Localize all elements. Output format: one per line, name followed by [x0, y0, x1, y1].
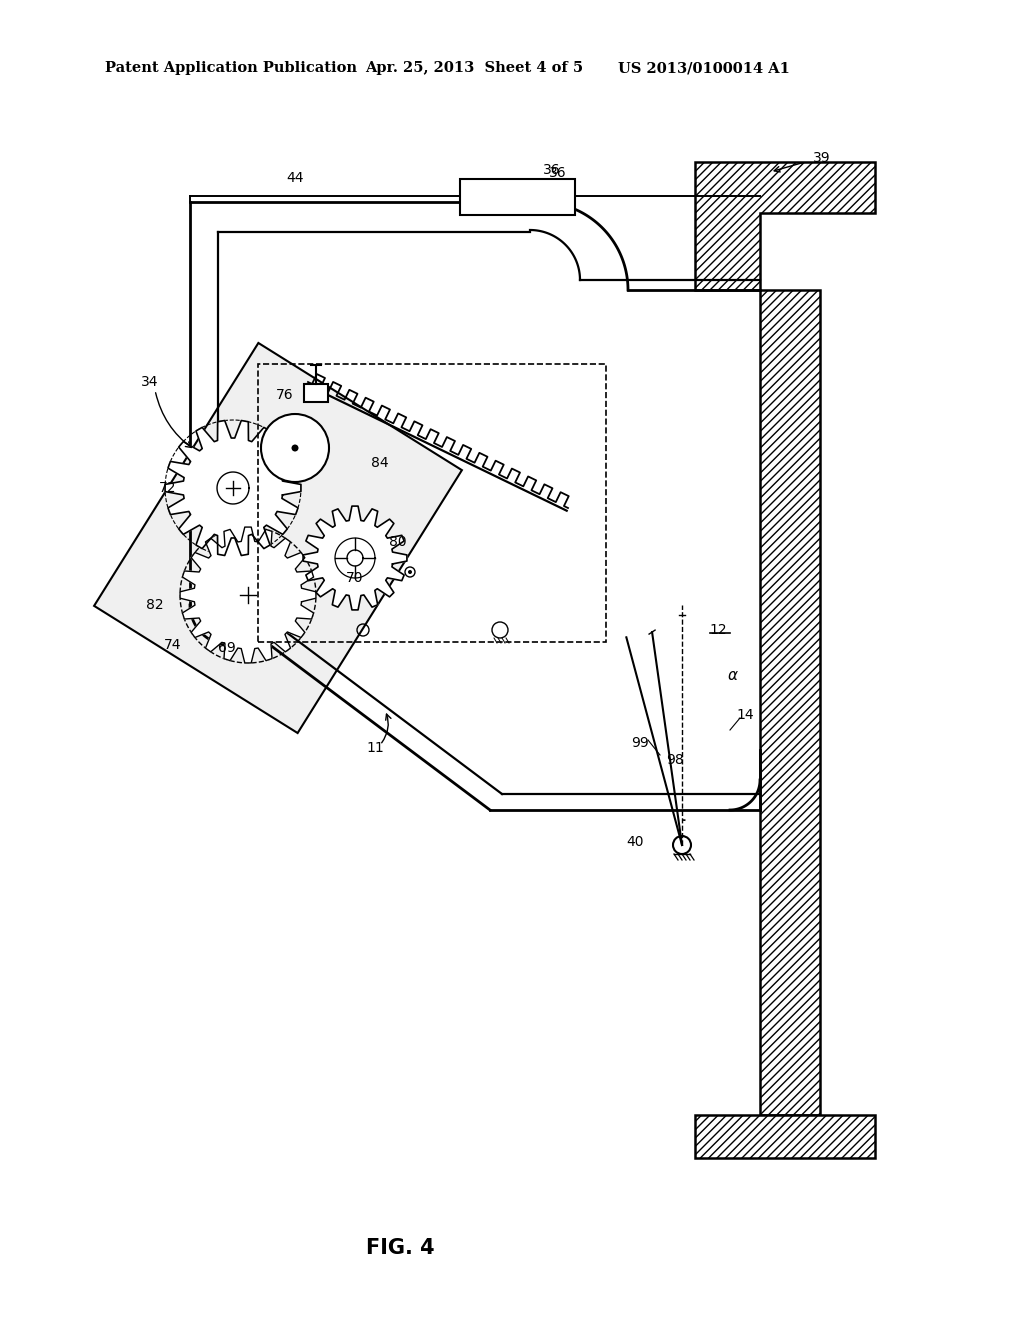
Text: 12: 12 [710, 623, 727, 638]
Text: Apr. 25, 2013  Sheet 4 of 5: Apr. 25, 2013 Sheet 4 of 5 [365, 61, 583, 75]
Text: 36: 36 [543, 162, 561, 177]
Text: 73: 73 [284, 436, 301, 450]
Text: Patent Application Publication: Patent Application Publication [105, 61, 357, 75]
Text: 69: 69 [218, 642, 236, 655]
Text: 14: 14 [736, 708, 754, 722]
Text: 44: 44 [287, 172, 304, 185]
Polygon shape [695, 162, 874, 290]
Text: 34: 34 [141, 375, 159, 389]
Text: 98: 98 [667, 752, 684, 767]
Circle shape [292, 445, 299, 451]
Polygon shape [180, 527, 316, 663]
Bar [460, 180, 575, 215]
Text: 84: 84 [371, 455, 389, 470]
Text: $\alpha$: $\alpha$ [727, 668, 739, 684]
Circle shape [408, 570, 412, 574]
Text: 70: 70 [346, 572, 364, 585]
Text: 74: 74 [164, 638, 181, 652]
Text: 72: 72 [160, 480, 177, 495]
Text: US 2013/0100014 A1: US 2013/0100014 A1 [618, 61, 790, 75]
Bar [258, 364, 606, 642]
Polygon shape [695, 1115, 874, 1158]
Polygon shape [165, 421, 301, 556]
Text: 40: 40 [627, 836, 644, 849]
Text: FIG. 4: FIG. 4 [366, 1238, 434, 1258]
Text: 80: 80 [389, 535, 407, 549]
Text: 99: 99 [631, 737, 649, 750]
Text: 39: 39 [813, 150, 830, 165]
Polygon shape [760, 290, 820, 1115]
Bar [304, 384, 328, 403]
Circle shape [261, 414, 329, 482]
Text: 82: 82 [146, 598, 164, 612]
Text: 11: 11 [367, 741, 384, 755]
Polygon shape [94, 343, 462, 733]
Text: 36: 36 [549, 166, 566, 180]
Polygon shape [303, 506, 407, 610]
Text: 76: 76 [276, 388, 294, 403]
